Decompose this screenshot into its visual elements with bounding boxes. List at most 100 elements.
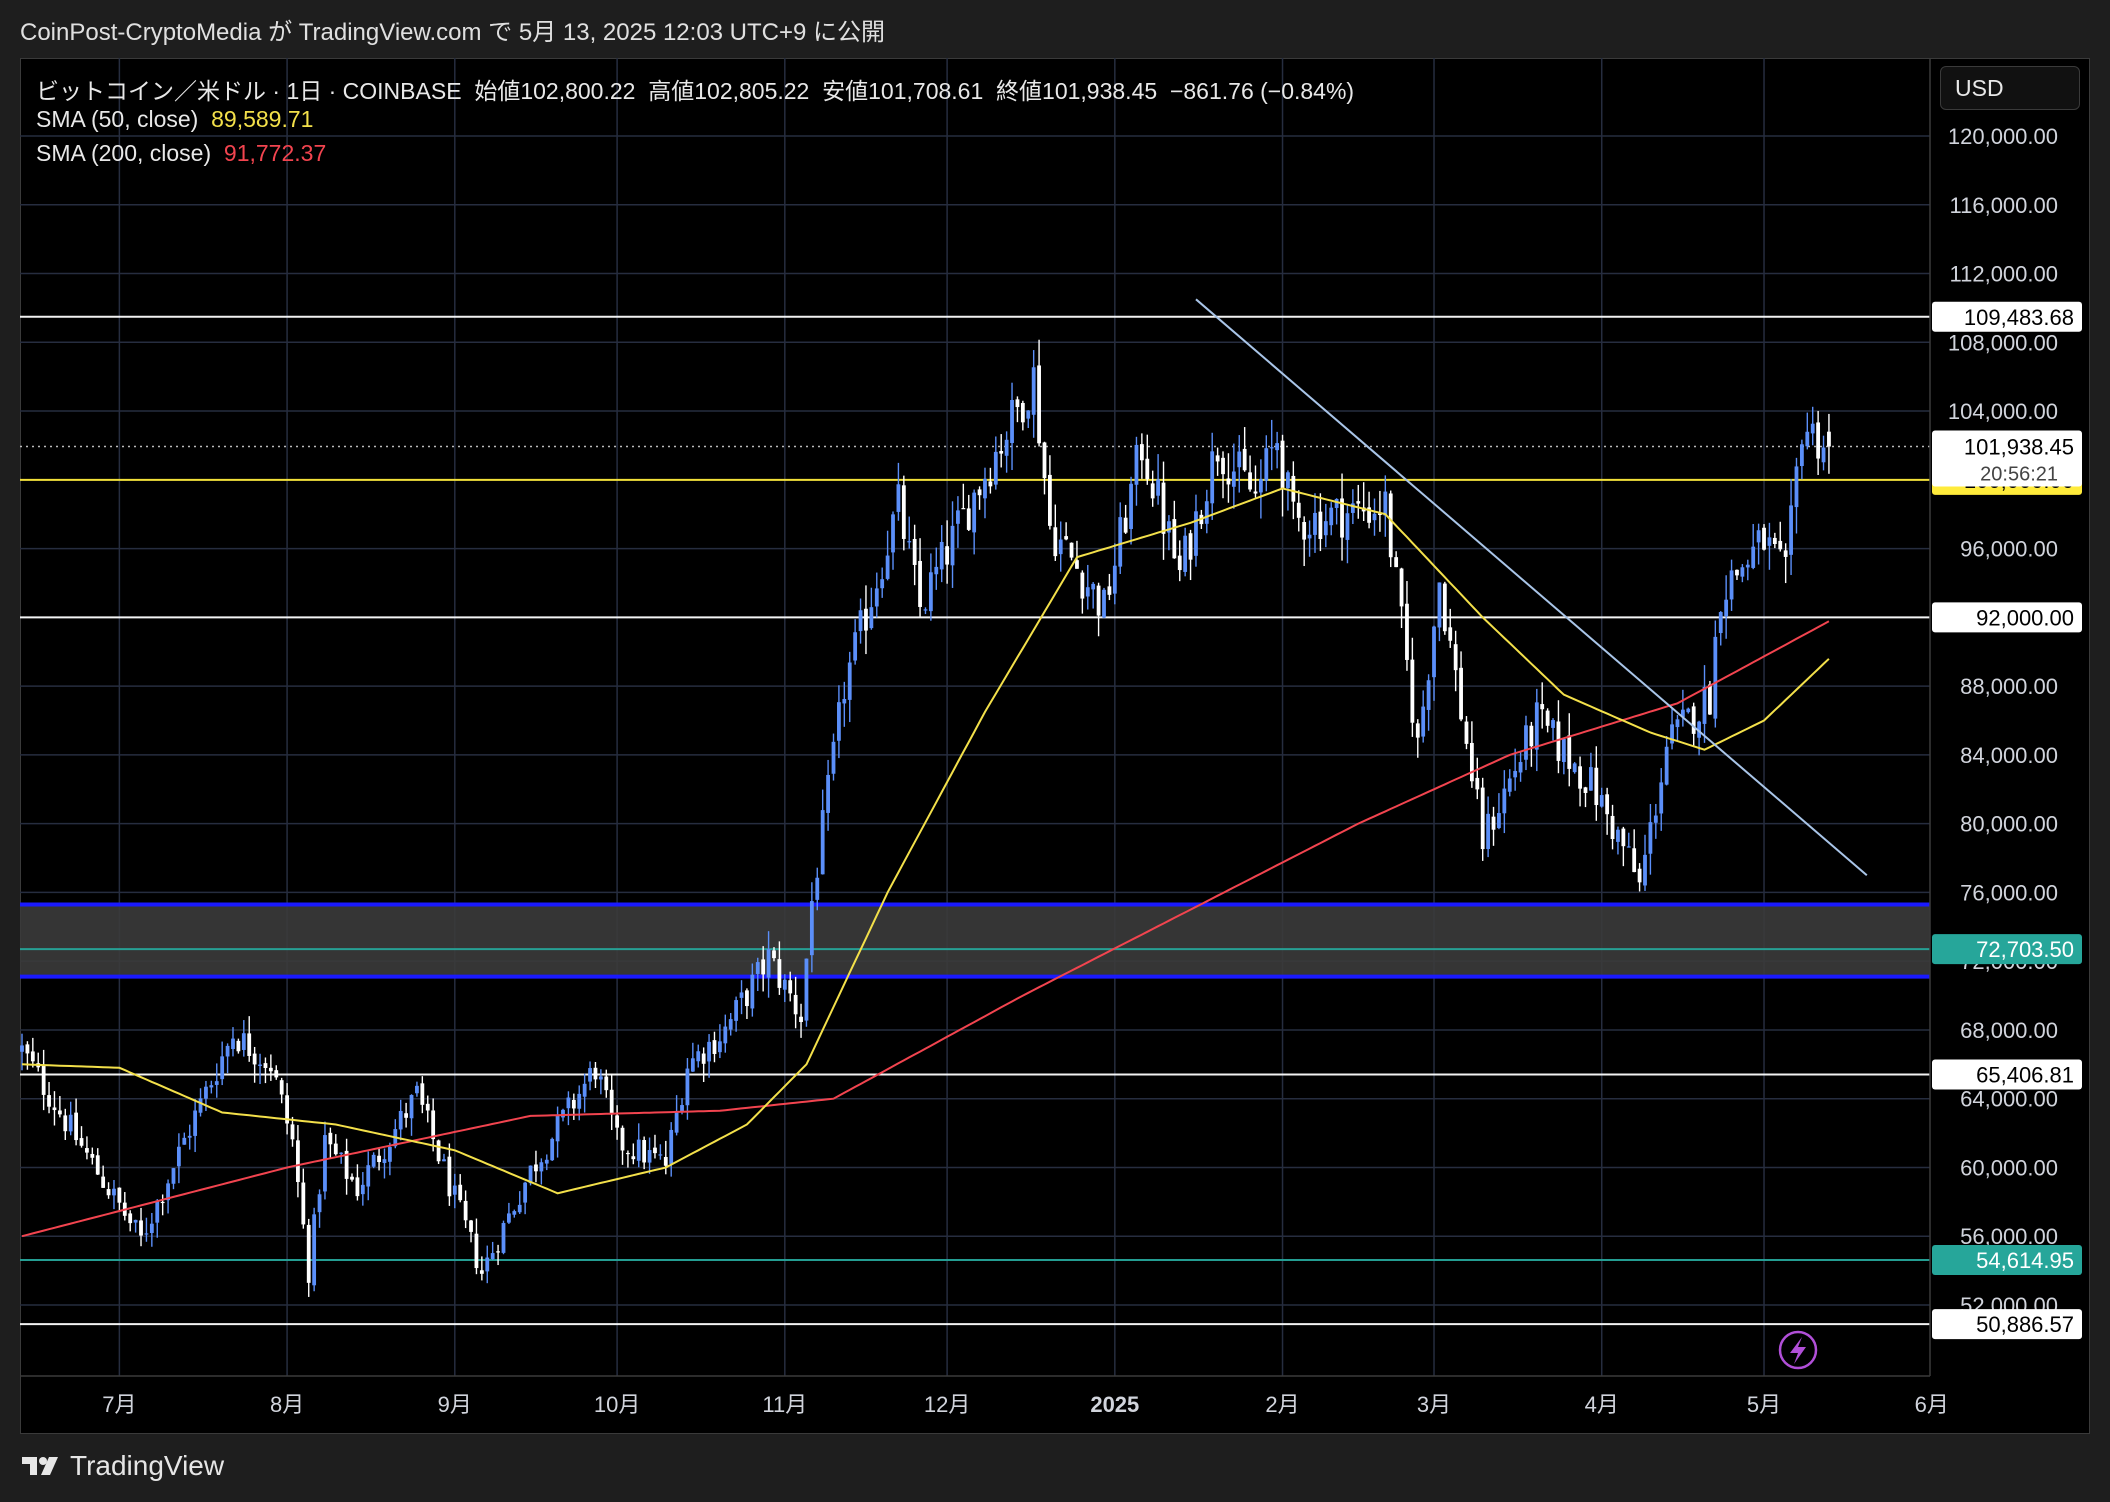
candle [122,1192,127,1221]
x-tick-label: 3月 [1417,1392,1451,1417]
candle [1134,436,1139,506]
candle-body [1150,483,1155,499]
candle-body [328,1132,333,1145]
symbol-label[interactable]: ビットコイン／米ドル · 1日 · COINBASE [36,78,462,104]
candle [820,789,825,875]
candle [485,1245,490,1284]
candle-body [653,1147,657,1154]
candle-body [1432,626,1436,678]
candle [52,1091,57,1126]
candle [328,1127,333,1158]
candle-body [1188,533,1193,560]
plot-area [20,58,1930,1376]
candle-body [961,508,966,510]
candle-body [1291,475,1296,502]
candle-body [1762,527,1766,550]
candle-body [896,484,901,512]
open-label: 始値 [474,78,521,104]
candle [274,1065,279,1080]
candle-body [561,1109,565,1118]
candle [1318,493,1323,552]
candle-body [1091,583,1096,590]
candle-body [1459,667,1463,720]
candle [647,1137,652,1174]
x-tick-label: 2月 [1265,1392,1299,1417]
candle [1372,498,1377,536]
candle [490,1241,495,1260]
level-badge [1932,934,2082,965]
candle-body [1724,599,1729,617]
candle [144,1217,149,1242]
sma50-legend[interactable]: SMA (50, close) 89,589.71 [36,106,313,133]
currency-button[interactable]: USD [1940,66,2080,110]
candle-body [826,774,830,813]
sma200-legend[interactable]: SMA (200, close) 91,772.37 [36,140,326,167]
candle-body [263,1063,268,1068]
candle-body [993,451,998,485]
candle-body [1572,763,1577,773]
candle [63,1108,68,1141]
x-tick-label: 5月 [1747,1392,1781,1417]
candle [815,867,820,911]
candle [1545,708,1550,733]
candle [1513,748,1518,791]
candle [74,1098,78,1146]
candle-body [274,1070,279,1078]
candle-body [425,1103,430,1111]
candle-body [1567,735,1572,769]
candle [1767,522,1772,570]
candle-body [68,1114,73,1132]
candle [377,1147,381,1171]
candle-body [1020,402,1025,423]
candle [636,1123,641,1168]
candle-body [799,1016,803,1023]
candle-body [864,608,868,631]
candle-body [1805,431,1810,447]
candle-body [1605,794,1610,815]
candle-body [1399,568,1404,607]
candle [1670,708,1674,750]
candle-body [30,1051,35,1062]
candle-body [1102,589,1106,618]
candle-body [1502,788,1507,814]
candle [117,1187,122,1212]
candle-body [204,1086,208,1099]
candle [155,1199,160,1238]
candle [1361,482,1366,522]
candle-body [1767,537,1772,546]
candle-body [279,1080,284,1095]
candle [1702,665,1707,743]
candle [653,1134,657,1159]
candle-body [382,1159,387,1164]
candle [1621,826,1626,867]
candle-body [593,1067,598,1080]
candle [1399,567,1404,628]
footer-brand[interactable]: TradingView [22,1446,224,1486]
candle [1302,516,1307,567]
candle [907,516,912,549]
x-tick-label: 8月 [270,1392,304,1417]
candle-body [723,1026,728,1044]
candle [598,1069,603,1095]
candle-body [588,1068,592,1082]
candle [847,651,852,723]
candle-body [296,1140,300,1183]
candle-body [47,1095,51,1107]
candle [1794,457,1799,534]
candle-body [701,1053,706,1064]
candle [382,1148,387,1179]
lightning-icon[interactable] [1778,1330,1818,1370]
level-badge [1932,1245,2082,1276]
candle [1221,451,1225,499]
level-label: 65,406.81 [1976,1063,2074,1088]
candle-body [463,1200,468,1221]
candle-body [1269,447,1274,449]
x-tick-label: 4月 [1585,1392,1619,1417]
candle [1210,432,1215,520]
candle-body [728,1019,733,1030]
candle [1659,768,1664,831]
candle-body [1075,560,1079,569]
candle-body [1080,572,1085,599]
candle-body [1464,721,1469,744]
